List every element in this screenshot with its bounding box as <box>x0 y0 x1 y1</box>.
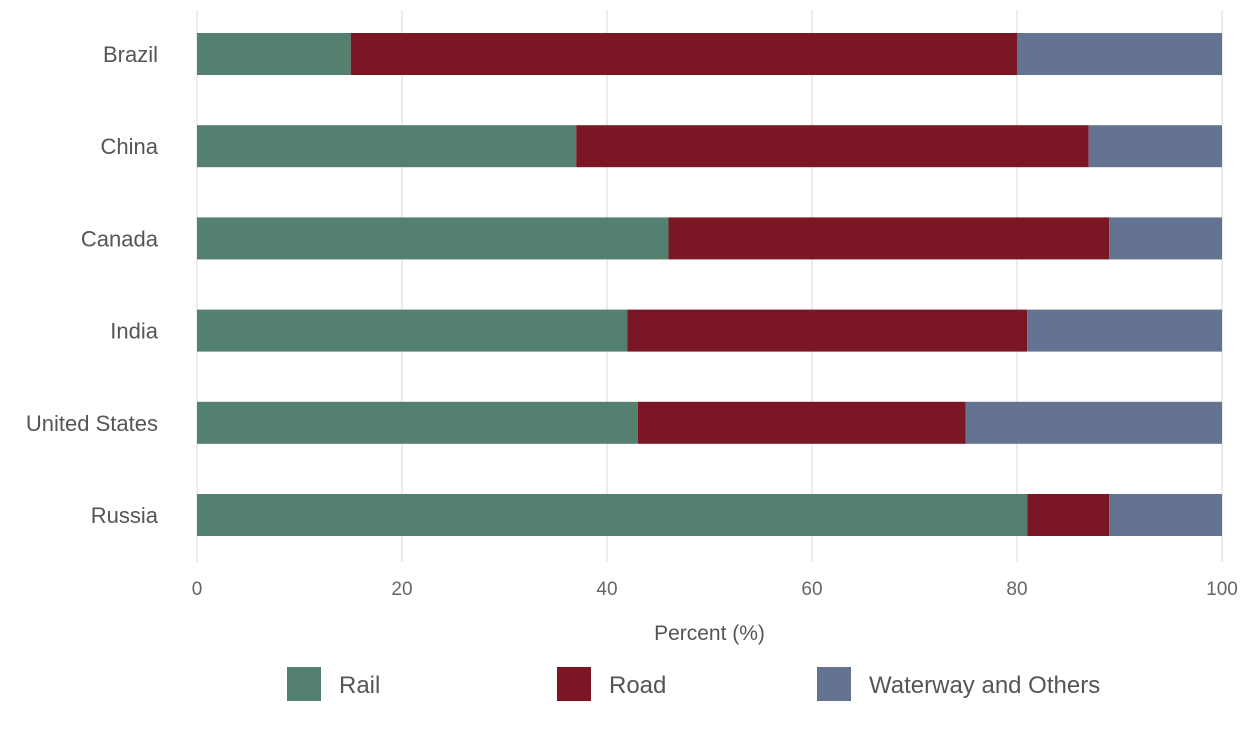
bar-china-rail <box>197 125 577 168</box>
x-axis-title: Percent (%) <box>654 622 765 645</box>
category-label: Brazil <box>103 42 158 67</box>
legend-label: Road <box>609 672 666 699</box>
legend: Rail Road Waterway and Others <box>287 667 1100 701</box>
x-tick-label: 40 <box>596 579 617 600</box>
bar-united-states-rail <box>197 401 638 444</box>
bar-united-states-waterway <box>965 401 1222 444</box>
category-label: China <box>101 134 159 159</box>
bar-canada-rail <box>197 217 669 260</box>
bar-united-states-road <box>637 401 966 444</box>
bar-russia-waterway <box>1109 494 1222 536</box>
bar-canada-waterway <box>1109 217 1222 260</box>
gridlines <box>196 10 1223 562</box>
bar-russia-road <box>1027 494 1110 536</box>
legend-swatch-rail <box>287 667 321 701</box>
x-tick-labels: 0 20 40 60 80 100 <box>192 579 1238 600</box>
legend-label: Rail <box>339 672 380 699</box>
bar-india-waterway <box>1027 309 1222 352</box>
bars <box>197 33 1222 536</box>
bar-india-road <box>627 309 1028 352</box>
legend-swatch-waterway <box>817 667 851 701</box>
x-tick-label: 60 <box>801 579 822 600</box>
x-tick-label: 100 <box>1206 579 1238 600</box>
category-label: Russia <box>91 503 159 528</box>
bar-canada-road <box>668 217 1110 260</box>
category-label: United States <box>26 411 158 436</box>
bar-china-waterway <box>1088 125 1222 168</box>
bar-russia-rail <box>197 494 1028 536</box>
bar-brazil-rail <box>197 33 351 75</box>
category-labels: Brazil China Canada India United States Russi… <box>26 42 159 528</box>
category-label: Canada <box>81 226 159 251</box>
category-label: India <box>110 319 158 344</box>
x-tick-label: 0 <box>192 579 203 600</box>
bar-brazil-waterway <box>1017 33 1222 75</box>
legend-label: Waterway and Others <box>869 672 1100 699</box>
bar-brazil-road <box>350 33 1017 75</box>
bar-india-rail <box>197 309 628 352</box>
legend-swatch-road <box>557 667 591 701</box>
x-tick-label: 80 <box>1006 579 1027 600</box>
bar-china-road <box>576 125 1089 168</box>
x-tick-label: 20 <box>391 579 412 600</box>
